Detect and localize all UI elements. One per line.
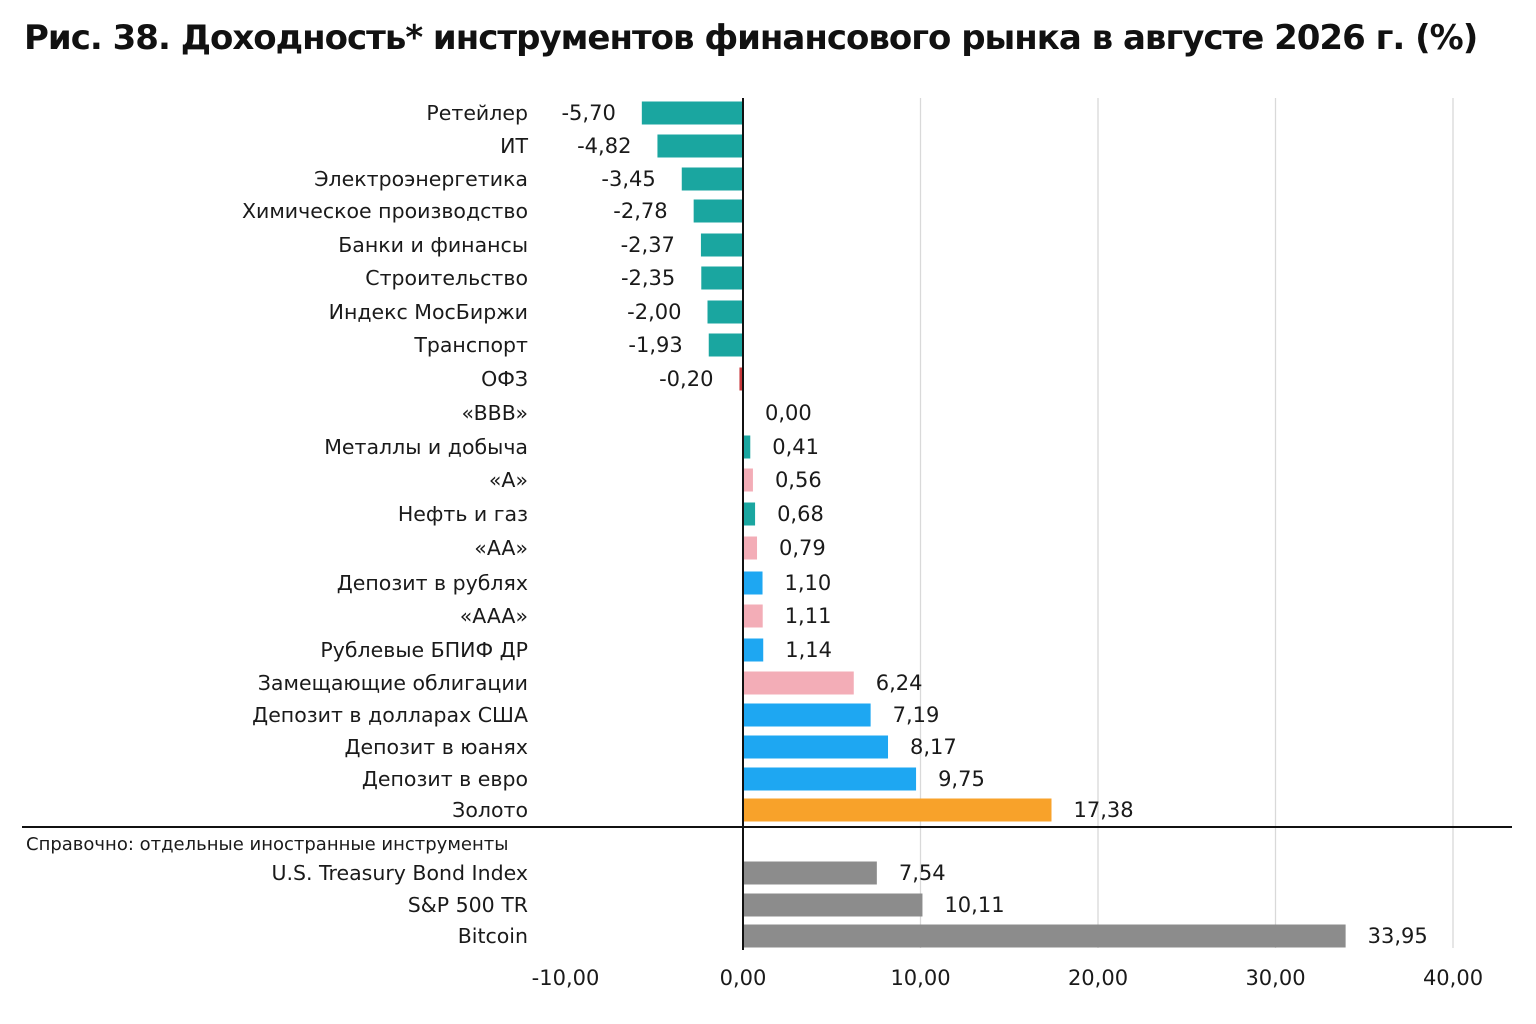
category-label: Химическое производство xyxy=(242,199,528,223)
category-label: Ретейлер xyxy=(426,101,528,125)
category-label: «AAA» xyxy=(460,604,528,628)
category-label: Индекс МосБиржи xyxy=(329,300,528,324)
category-label: Металлы и добыча xyxy=(324,435,528,459)
chart-title: Рис. 38. Доходность* инструментов финанс… xyxy=(24,18,1478,58)
bar xyxy=(743,468,753,492)
labels: -10,00 0,00 10,00 20,00 30,00 40,00 Ретейлер -5… xyxy=(26,101,1483,990)
value-label: -4,82 xyxy=(577,134,631,158)
category-label: U.S. Treasury Bond Index xyxy=(271,861,528,885)
x-tick-label: 30,00 xyxy=(1245,966,1305,990)
category-label: S&P 500 TR xyxy=(408,893,528,917)
bar xyxy=(743,924,1346,948)
bar xyxy=(743,638,764,662)
value-label: 8,17 xyxy=(910,735,957,759)
bar xyxy=(693,199,743,223)
value-label: -2,00 xyxy=(627,300,681,324)
value-label: 0,41 xyxy=(772,435,819,459)
category-label: Строительство xyxy=(365,266,528,290)
category-label: Золото xyxy=(452,798,528,822)
category-label: Депозит в юанях xyxy=(344,735,528,759)
category-label: Рублевые БПИФ ДР xyxy=(320,638,528,662)
value-label: 33,95 xyxy=(1368,924,1428,948)
bar xyxy=(743,435,751,459)
value-label: -2,35 xyxy=(621,266,675,290)
x-tick-label: 20,00 xyxy=(1068,966,1128,990)
category-label: Транспорт xyxy=(413,333,528,357)
value-label: -0,20 xyxy=(659,367,713,391)
bar xyxy=(743,604,763,628)
category-label: «BBB» xyxy=(461,401,528,425)
bar xyxy=(708,333,743,357)
value-label: 0,68 xyxy=(777,502,824,526)
category-label: Депозит в рублях xyxy=(337,571,528,595)
x-tick-label: 0,00 xyxy=(720,966,767,990)
reference-section-label: Справочно: отдельные иностранные инструм… xyxy=(26,834,508,855)
bar xyxy=(743,798,1052,822)
category-label: Банки и финансы xyxy=(338,233,528,257)
bar xyxy=(657,134,743,158)
value-label: -3,45 xyxy=(601,167,655,191)
category-label: ОФЗ xyxy=(481,367,528,391)
axes xyxy=(22,98,1512,950)
value-label: 7,54 xyxy=(899,861,946,885)
value-label: -2,37 xyxy=(621,233,675,257)
bar xyxy=(743,861,877,885)
bar xyxy=(743,893,923,917)
bar xyxy=(743,767,917,791)
category-label: Депозит в евро xyxy=(362,767,528,791)
value-label: 10,11 xyxy=(944,893,1004,917)
value-label: 1,11 xyxy=(785,604,832,628)
x-tick-label: 10,00 xyxy=(890,966,950,990)
bar xyxy=(743,671,854,695)
bar xyxy=(700,233,743,257)
bar xyxy=(707,300,743,324)
value-label: 7,19 xyxy=(893,703,940,727)
bar xyxy=(739,367,743,391)
category-label: «AA» xyxy=(474,536,528,560)
category-label: Bitcoin xyxy=(458,924,528,948)
bar xyxy=(641,101,743,125)
category-label: Нефть и газ xyxy=(398,502,528,526)
value-label: 6,24 xyxy=(876,671,923,695)
category-label: Замещающие облигации xyxy=(258,671,528,695)
value-label: 1,14 xyxy=(785,638,832,662)
bar xyxy=(681,167,743,191)
bar xyxy=(743,536,758,560)
value-label: -1,93 xyxy=(628,333,682,357)
bar xyxy=(743,571,763,595)
value-label: -5,70 xyxy=(561,101,615,125)
bar xyxy=(701,266,743,290)
value-label: 9,75 xyxy=(938,767,985,791)
bar xyxy=(743,703,871,727)
value-label: 0,00 xyxy=(765,401,812,425)
bar xyxy=(743,735,889,759)
value-label: 17,38 xyxy=(1073,798,1133,822)
x-tick-label: -10,00 xyxy=(532,966,600,990)
x-tick-label: 40,00 xyxy=(1423,966,1483,990)
category-label: Электроэнергетика xyxy=(314,167,528,191)
value-label: 1,10 xyxy=(785,571,832,595)
bars xyxy=(641,101,1346,948)
bar xyxy=(743,502,756,526)
category-label: ИТ xyxy=(500,134,528,158)
category-label: «A» xyxy=(489,468,528,492)
value-label: 0,79 xyxy=(779,536,826,560)
value-label: -2,78 xyxy=(613,199,667,223)
category-label: Депозит в долларах США xyxy=(252,703,528,727)
value-label: 0,56 xyxy=(775,468,822,492)
